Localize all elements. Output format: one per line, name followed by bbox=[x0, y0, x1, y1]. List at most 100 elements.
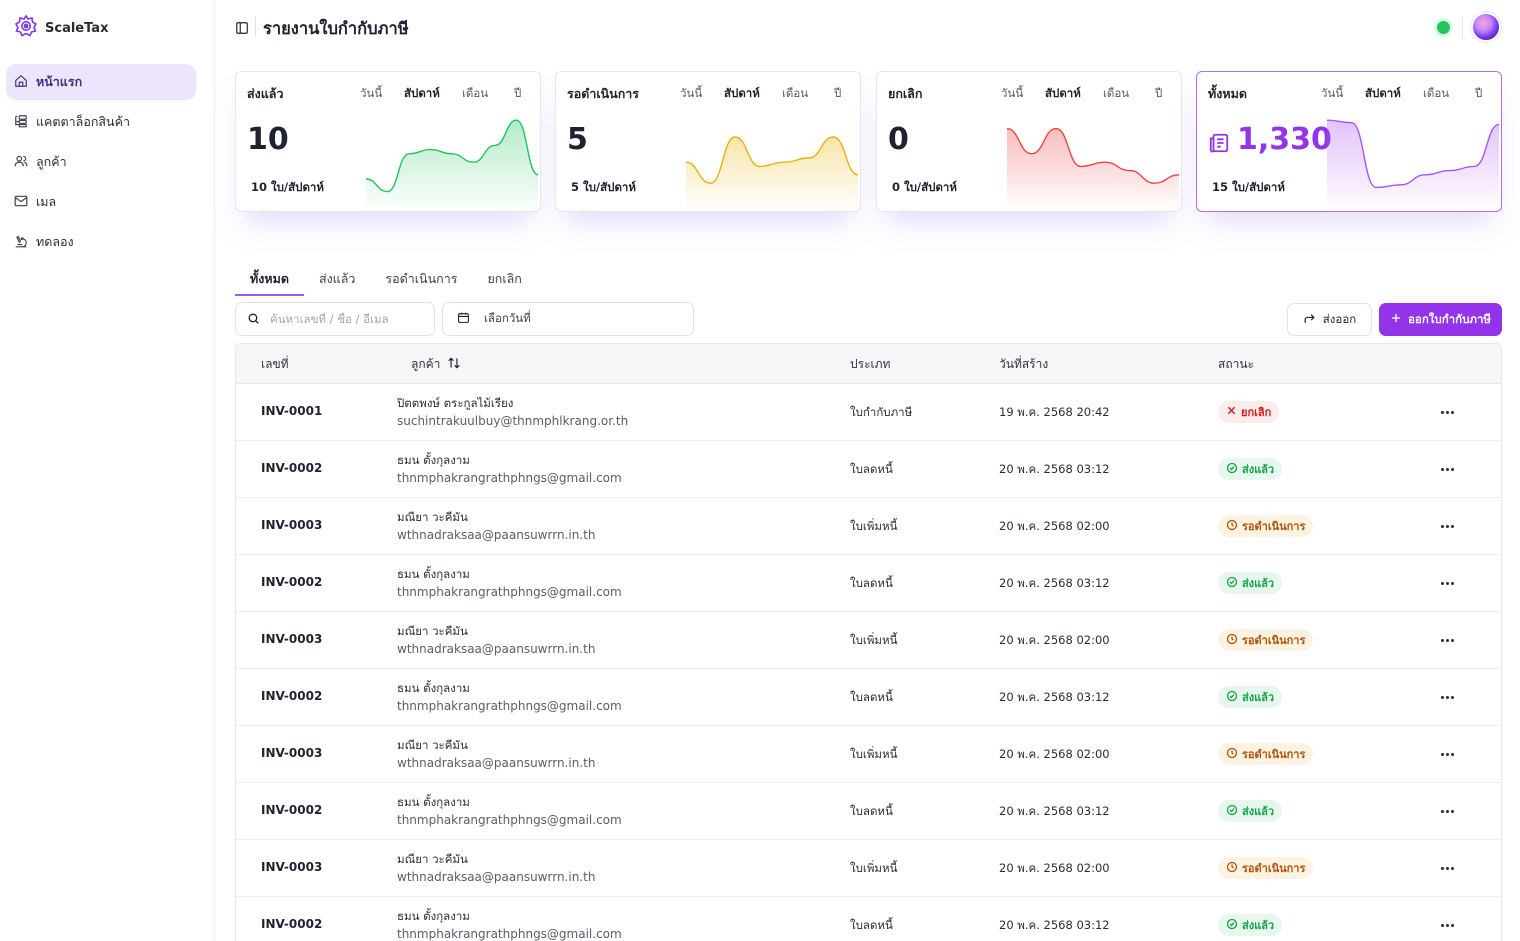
status-label: ยกเลิก bbox=[1241, 406, 1272, 419]
period-today[interactable]: วันนี้ bbox=[1001, 86, 1024, 100]
customer-email: thnmphakrangrathphngs@gmail.com bbox=[397, 699, 622, 713]
customer-name: ธมน ตั้งกุลงาม bbox=[397, 795, 470, 809]
period-month[interactable]: เดือน bbox=[1423, 86, 1450, 100]
customer-name: ธมน ตั้งกุลงาม bbox=[397, 909, 470, 923]
period-year[interactable]: ปี bbox=[1155, 86, 1163, 100]
sidebar-item-catalog[interactable]: แคตตาล็อกสินค้า bbox=[6, 104, 196, 140]
period-month[interactable]: เดือน bbox=[782, 86, 809, 100]
table-row[interactable]: INV-0001 ปิตตพงษ์ ตระกูลไม้เรียง suchintra… bbox=[236, 384, 1501, 441]
period-selector: วันนี้ สัปดาห์ เดือน ปี bbox=[1321, 85, 1483, 103]
period-selector: วันนี้ สัปดาห์ เดือน ปี bbox=[1001, 85, 1163, 103]
sidebar-item-mail[interactable]: เมล bbox=[6, 184, 196, 220]
table-row[interactable]: INV-0003 มณียา วะคีมัน wthnadraksaa@paansu… bbox=[236, 726, 1501, 783]
sidebar-toggle-icon[interactable] bbox=[235, 20, 249, 39]
table-row[interactable]: INV-0003 มณียา วะคีมัน wthnadraksaa@paansu… bbox=[236, 612, 1501, 669]
table-row[interactable]: INV-0002 ธมน ตั้งกุลงาม thnmphakrangrathph… bbox=[236, 897, 1501, 941]
status-badge: ส่งแล้ว bbox=[1218, 686, 1283, 708]
column-header-status[interactable]: สถานะ bbox=[1218, 357, 1254, 371]
more-actions-icon[interactable] bbox=[1437, 516, 1457, 536]
more-actions-icon[interactable] bbox=[1437, 402, 1457, 422]
document-type: ใบลดหนี้ bbox=[850, 462, 893, 476]
export-button-label: ส่งออก bbox=[1322, 311, 1357, 326]
status-label: รอดำเนินการ bbox=[1242, 634, 1306, 647]
tab-pending[interactable]: รอดำเนินการ bbox=[385, 271, 458, 286]
check-circle-icon bbox=[1226, 690, 1238, 705]
table-row[interactable]: INV-0003 มณียา วะคีมัน wthnadraksaa@paansu… bbox=[236, 840, 1501, 897]
search-input[interactable] bbox=[270, 312, 420, 326]
check-circle-icon bbox=[1226, 576, 1238, 591]
table-row[interactable]: INV-0002 ธมน ตั้งกุลงาม thnmphakrangrathph… bbox=[236, 441, 1501, 498]
issue-invoice-button[interactable]: ออกใบกำกับภาษี bbox=[1379, 303, 1502, 336]
period-year[interactable]: ปี bbox=[1475, 86, 1483, 100]
column-header-created[interactable]: วันที่สร้าง bbox=[999, 357, 1049, 371]
period-month[interactable]: เดือน bbox=[1103, 86, 1130, 100]
invoice-number: INV-0002 bbox=[261, 917, 323, 931]
card-value: 10 bbox=[247, 122, 289, 157]
sidebar-item-lab[interactable]: ทดลอง bbox=[6, 224, 196, 260]
column-header-type[interactable]: ประเภท bbox=[850, 357, 891, 371]
more-actions-icon[interactable] bbox=[1437, 573, 1457, 593]
card-title: รอดำเนินการ bbox=[567, 86, 640, 101]
customer-email: wthnadraksaa@paansuwrrn.in.th bbox=[397, 870, 596, 884]
table-body: INV-0001 ปิตตพงษ์ ตระกูลไม้เรียง suchintra… bbox=[236, 384, 1501, 941]
table-row[interactable]: INV-0002 ธมน ตั้งกุลงาม thnmphakrangrathph… bbox=[236, 669, 1501, 726]
period-today[interactable]: วันนี้ bbox=[1321, 86, 1344, 100]
period-today[interactable]: วันนี้ bbox=[360, 86, 383, 100]
period-today[interactable]: วันนี้ bbox=[680, 86, 703, 100]
clock-icon bbox=[1226, 861, 1238, 876]
status-badge: รอดำเนินการ bbox=[1218, 515, 1314, 537]
tab-sent[interactable]: ส่งแล้ว bbox=[318, 271, 356, 286]
issue-invoice-label: ออกใบกำกับภาษี bbox=[1408, 311, 1491, 326]
calendar-icon bbox=[457, 311, 470, 327]
status-label: รอดำเนินการ bbox=[1242, 520, 1306, 533]
period-week[interactable]: สัปดาห์ bbox=[724, 86, 760, 100]
more-actions-icon[interactable] bbox=[1437, 459, 1457, 479]
tab-all[interactable]: ทั้งหมด bbox=[235, 262, 304, 296]
table-row[interactable]: INV-0002 ธมน ตั้งกุลงาม thnmphakrangrathph… bbox=[236, 783, 1501, 840]
invoice-number: INV-0002 bbox=[261, 689, 323, 703]
customer-name: ธมน ตั้งกุลงาม bbox=[397, 567, 470, 581]
more-actions-icon[interactable] bbox=[1437, 630, 1457, 650]
customer-email: wthnadraksaa@paansuwrrn.in.th bbox=[397, 756, 596, 770]
column-header-number[interactable]: เลขที่ bbox=[261, 357, 289, 371]
brand[interactable]: ScaleTax bbox=[14, 14, 108, 42]
tab-cancelled[interactable]: ยกเลิก bbox=[487, 271, 522, 286]
period-week[interactable]: สัปดาห์ bbox=[1045, 86, 1081, 100]
more-actions-icon[interactable] bbox=[1437, 801, 1457, 821]
period-week[interactable]: สัปดาห์ bbox=[404, 86, 440, 100]
more-actions-icon[interactable] bbox=[1437, 858, 1457, 878]
created-date: 19 พ.ค. 2568 20:42 bbox=[999, 405, 1110, 419]
table-row[interactable]: INV-0002 ธมน ตั้งกุลงาม thnmphakrangrathph… bbox=[236, 555, 1501, 612]
header-separator bbox=[1462, 16, 1463, 40]
sparkline-line bbox=[1007, 127, 1179, 184]
search-box bbox=[235, 302, 435, 336]
status-label: ส่งแล้ว bbox=[1242, 577, 1275, 590]
trend-sparkline bbox=[1327, 119, 1499, 211]
period-year[interactable]: ปี bbox=[834, 86, 842, 100]
mail-icon bbox=[14, 194, 28, 211]
sidebar-item-customers[interactable]: ลูกค้า bbox=[6, 144, 196, 180]
sparkline-line bbox=[1327, 119, 1499, 189]
document-type: ใบเพิ่มหนี้ bbox=[850, 633, 898, 647]
period-week[interactable]: สัปดาห์ bbox=[1365, 86, 1401, 100]
table-row[interactable]: INV-0003 มณียา วะคีมัน wthnadraksaa@paansu… bbox=[236, 498, 1501, 555]
online-status-indicator bbox=[1437, 21, 1450, 34]
invoice-number: INV-0001 bbox=[261, 404, 323, 418]
card-value: 1,330 bbox=[1237, 122, 1332, 157]
period-selector: วันนี้ สัปดาห์ เดือน ปี bbox=[680, 85, 842, 103]
date-picker[interactable]: เลือกวันที่ bbox=[442, 302, 694, 336]
sort-icon[interactable] bbox=[447, 356, 461, 373]
period-year[interactable]: ปี bbox=[514, 86, 522, 100]
more-actions-icon[interactable] bbox=[1437, 687, 1457, 707]
period-month[interactable]: เดือน bbox=[462, 86, 489, 100]
sidebar-item-home[interactable]: หน้าแรก bbox=[6, 64, 196, 100]
card-subtext: 0 ใบ/สัปดาห์ bbox=[892, 180, 957, 194]
check-circle-icon bbox=[1226, 462, 1238, 477]
more-actions-icon[interactable] bbox=[1437, 744, 1457, 764]
export-button[interactable]: ส่งออก bbox=[1287, 303, 1372, 336]
more-actions-icon[interactable] bbox=[1437, 915, 1457, 935]
avatar[interactable] bbox=[1471, 12, 1501, 42]
document-type: ใบเพิ่มหนี้ bbox=[850, 519, 898, 533]
column-header-customer[interactable]: ลูกค้า bbox=[411, 357, 441, 371]
card-subtext: 15 ใบ/สัปดาห์ bbox=[1212, 180, 1285, 194]
